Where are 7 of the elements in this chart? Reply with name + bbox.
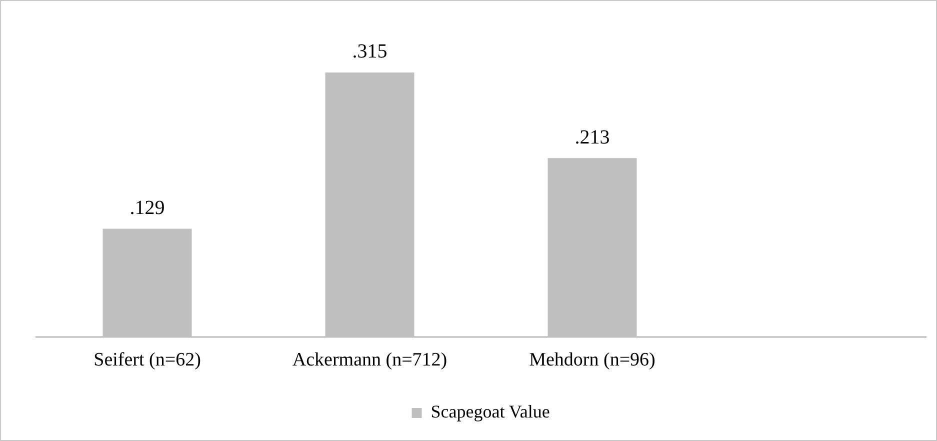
x-tick-label: Ackermann (n=712) [292, 350, 448, 371]
data-label: .129 [130, 197, 165, 220]
x-tick-label: Mehdorn (n=96) [529, 350, 656, 371]
data-label: .315 [352, 40, 388, 63]
x-tick-label: Seifert (n=62) [94, 350, 201, 371]
data-label: .213 [574, 126, 610, 148]
legend-label: Scapegoat Value [430, 402, 550, 422]
